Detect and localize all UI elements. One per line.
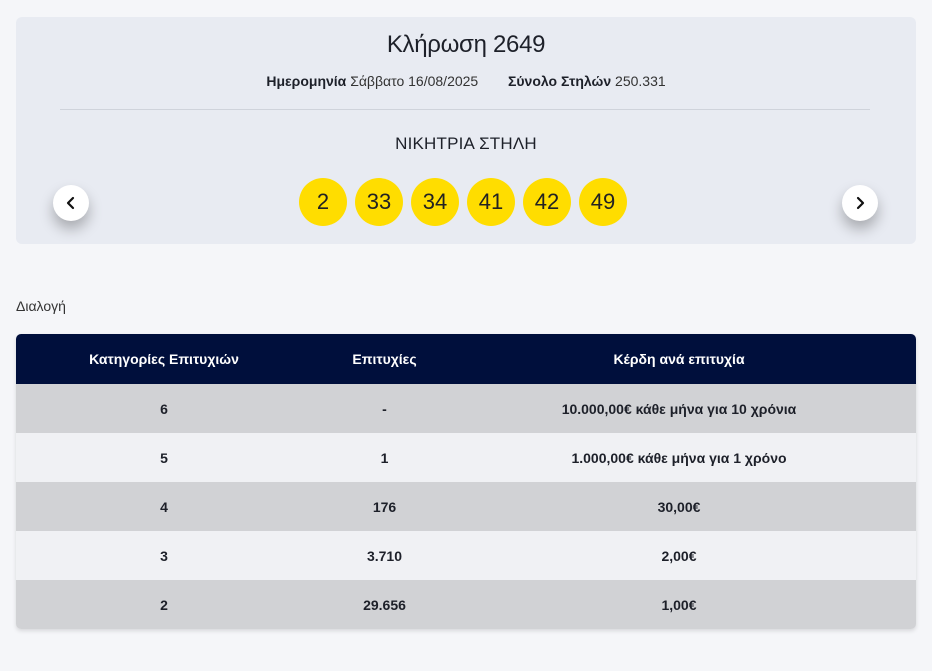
number-ball: 34 bbox=[411, 178, 459, 226]
table-row: 5 1 1.000,00€ κάθε μήνα για 1 χρόνο bbox=[16, 433, 916, 482]
next-draw-button[interactable] bbox=[842, 185, 878, 221]
draw-meta: Ημερομηνία Σάββατο 16/08/2025 Σύνολο Στη… bbox=[16, 73, 916, 89]
column-header-winners: Επιτυχίες bbox=[352, 351, 417, 367]
winners-cell: 29.656 bbox=[363, 596, 406, 613]
number-ball: 41 bbox=[467, 178, 515, 226]
number-ball: 49 bbox=[579, 178, 627, 226]
column-header-category: Κατηγορίες Επιτυχιών bbox=[89, 351, 239, 367]
total-columns-label: Σύνολο Στηλών bbox=[508, 73, 612, 89]
category-cell: 4 bbox=[160, 498, 168, 515]
previous-draw-button[interactable] bbox=[53, 185, 89, 221]
total-columns-value: 250.331 bbox=[615, 73, 666, 89]
date-label: Ημερομηνία bbox=[266, 73, 347, 89]
table-row: 3 3.710 2,00€ bbox=[16, 531, 916, 580]
prize-cell: 1,00€ bbox=[661, 596, 697, 613]
category-cell: 2 bbox=[160, 596, 168, 613]
chevron-left-icon bbox=[66, 196, 75, 210]
number-ball: 33 bbox=[355, 178, 403, 226]
table-row: 4 176 30,00€ bbox=[16, 482, 916, 531]
winning-column-label: ΝΙΚΗΤΡΙΑ ΣΤΗΛΗ bbox=[395, 134, 537, 153]
category-cell: 6 bbox=[160, 400, 168, 417]
category-cell: 5 bbox=[160, 449, 168, 466]
prize-cell: 30,00€ bbox=[657, 498, 701, 515]
table-row: 2 29.656 1,00€ bbox=[16, 580, 916, 629]
winners-cell: 3.710 bbox=[366, 547, 403, 564]
column-header-prize: Κέρδη ανά επιτυχία bbox=[613, 351, 745, 367]
prize-cell: 2,00€ bbox=[661, 547, 697, 564]
date-value: Σάββατο 16/08/2025 bbox=[350, 73, 479, 89]
winners-cell: 176 bbox=[372, 498, 397, 515]
prize-cell: 10.000,00€ κάθε μήνα για 10 χρόνια bbox=[561, 400, 797, 417]
winning-numbers: 2 33 34 41 42 49 bbox=[299, 178, 627, 226]
chevron-right-icon bbox=[856, 196, 865, 210]
draw-title: Κλήρωση 2649 bbox=[386, 31, 546, 58]
winners-cell: - bbox=[382, 400, 387, 417]
category-cell: 3 bbox=[160, 547, 168, 564]
draw-card: Κλήρωση 2649 Ημερομηνία Σάββατο 16/08/20… bbox=[16, 17, 916, 244]
number-ball: 2 bbox=[299, 178, 347, 226]
prize-cell: 1.000,00€ κάθε μήνα για 1 χρόνο bbox=[571, 449, 787, 466]
table-header: Κατηγορίες Επιτυχιών Επιτυχίες Κέρδη ανά… bbox=[16, 334, 916, 384]
winners-cell: 1 bbox=[380, 449, 389, 466]
table-row: 6 - 10.000,00€ κάθε μήνα για 10 χρόνια bbox=[16, 384, 916, 433]
prize-table: Κατηγορίες Επιτυχιών Επιτυχίες Κέρδη ανά… bbox=[16, 334, 916, 629]
divider bbox=[60, 109, 870, 110]
section-label: Διαλογή bbox=[16, 298, 66, 314]
number-ball: 42 bbox=[523, 178, 571, 226]
